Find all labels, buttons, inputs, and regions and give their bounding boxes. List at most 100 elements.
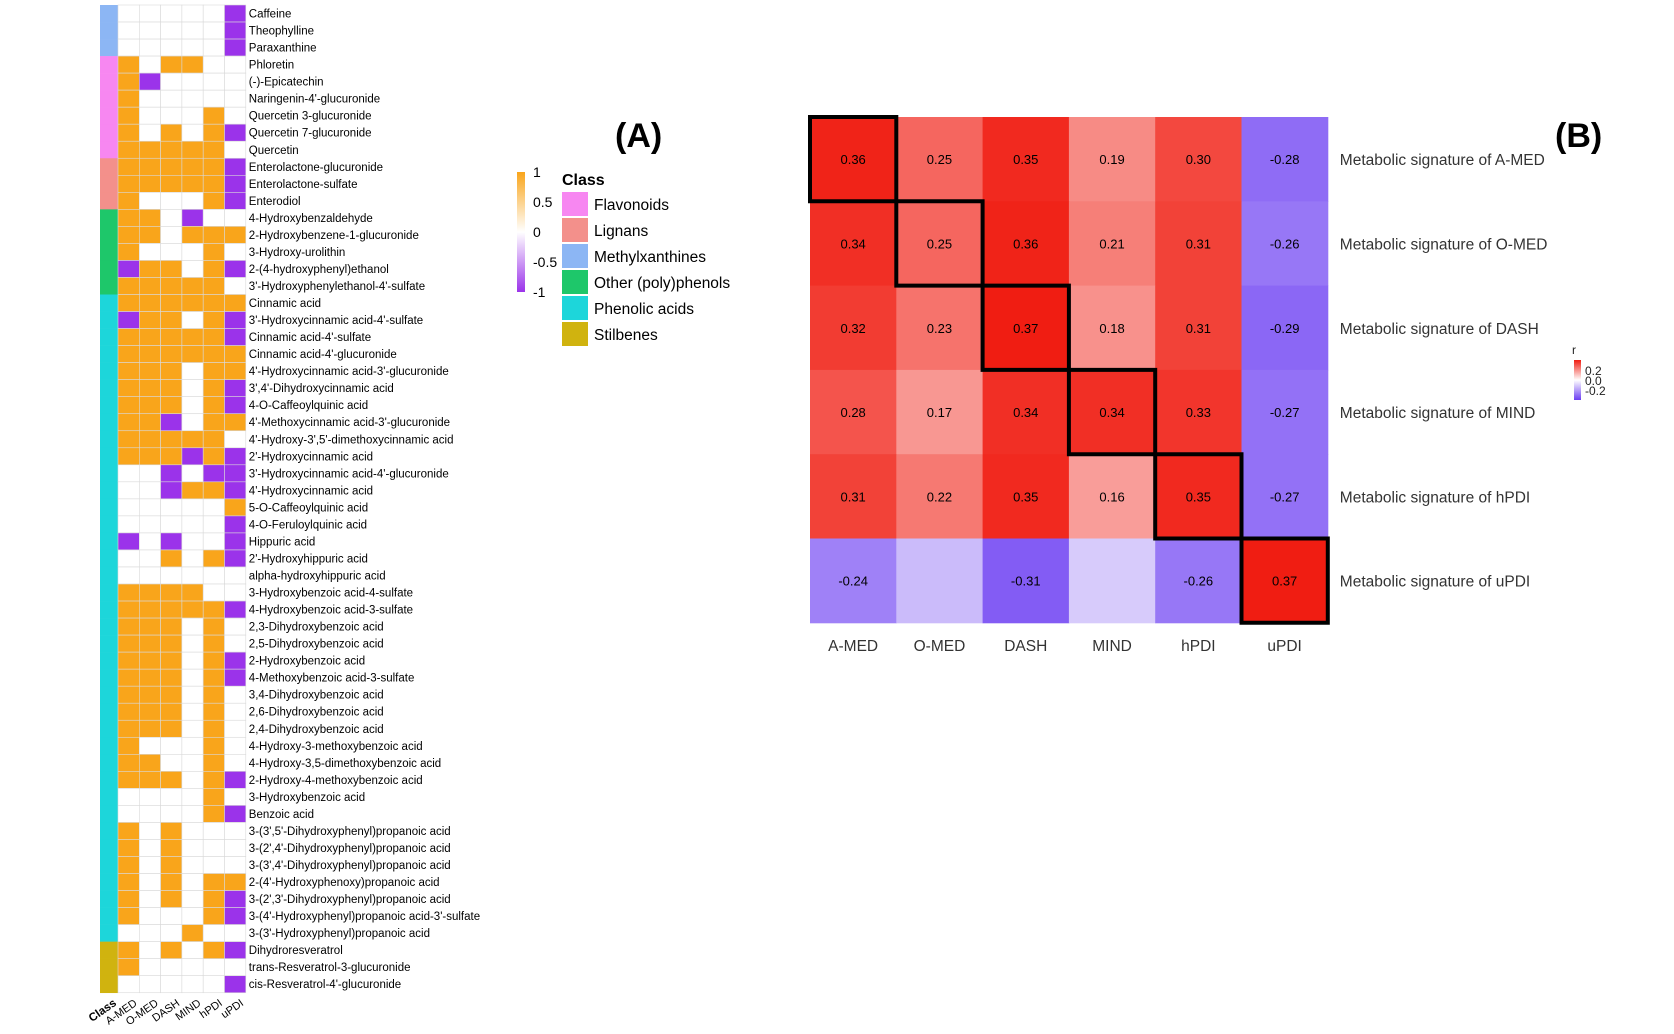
heatmap-a-cell (160, 38, 183, 57)
heatmap-b-cell (810, 117, 897, 202)
class-cell (100, 549, 118, 568)
heatmap-a-cell (181, 532, 204, 551)
heatmap-b-cell (1068, 454, 1156, 539)
heatmap-a-cell (202, 702, 225, 721)
heatmap-a-cell (160, 583, 183, 602)
heatmap-b-cell (1068, 285, 1156, 371)
heatmap-a-cell (139, 277, 161, 295)
class-cell (100, 856, 118, 874)
heatmap-b-value: -0.27 (1270, 405, 1300, 420)
metabolite-label: Benzoic acid (249, 809, 314, 821)
heatmap-a-cell (181, 958, 204, 977)
class-legend-swatch (562, 270, 588, 294)
class-cell (100, 754, 118, 772)
heatmap-a-cell (117, 481, 140, 500)
metabolite-label: 4'-Hydroxycinnamic acid (249, 485, 373, 497)
heatmap-a-cell (202, 685, 225, 704)
heatmap-a-cell (202, 311, 225, 329)
class-cell (100, 141, 118, 159)
heatmap-a-cell (202, 345, 225, 363)
heatmap-b-value: 0.19 (1099, 152, 1124, 167)
heatmap-a-cell (139, 123, 161, 142)
heatmap-a-cell (139, 498, 161, 517)
heatmap-a-cell (181, 21, 204, 40)
heatmap-a-cell (117, 413, 140, 432)
metabolite-label: Cinnamic acid-4'-sulfate (249, 332, 371, 344)
heatmap-b-cell (982, 117, 1070, 202)
heatmap-a-cell (202, 260, 225, 278)
heatmap-a-cell (160, 839, 183, 857)
class-cell (100, 430, 118, 449)
colorbar-b-tick: 0.2 (1585, 364, 1602, 378)
class-cell (100, 345, 118, 363)
heatmap-a-cell (202, 38, 225, 57)
heatmap-a-cell (202, 89, 225, 108)
class-cell (100, 686, 118, 704)
heatmap-a-cell (224, 634, 247, 653)
heatmap-b-value: -0.27 (1270, 489, 1300, 504)
metabolite-label: alpha-hydroxyhippuric acid (249, 571, 386, 583)
heatmap-b-cell (896, 369, 984, 455)
class-legend-swatch (562, 322, 588, 346)
heatmap-b-value: 0.31 (1186, 321, 1211, 336)
heatmap-a-cell (139, 771, 161, 789)
heatmap-a-cell (117, 4, 140, 23)
heatmap-a-cell (181, 72, 204, 91)
heatmap-a-cell (224, 243, 247, 261)
metabolite-label: Enterolactone-glucuronide (249, 162, 383, 174)
heatmap-b-value: 0.23 (927, 321, 952, 336)
class-cell (100, 924, 118, 942)
class-cell (100, 669, 118, 687)
heatmap-b-cell (1068, 538, 1156, 624)
heatmap-a-cell (224, 226, 247, 244)
heatmap-a-cell (181, 243, 204, 261)
heatmap-a-cell (224, 498, 247, 517)
heatmap-a-cell (181, 175, 204, 193)
heatmap-a-cell (224, 924, 247, 942)
heatmap-a-cell (139, 600, 161, 619)
heatmap-a-cell (181, 890, 204, 908)
heatmap-a-cell (202, 328, 225, 346)
signature-label: Metabolic signature of hPDI (1340, 489, 1530, 506)
heatmap-a-cell (117, 736, 140, 755)
metabolite-label: 2,4-Dihydroxybenzoic acid (249, 724, 384, 736)
heatmap-a-cell (224, 975, 247, 994)
heatmap-a-cell (117, 839, 140, 857)
heatmap-a-cell (160, 702, 183, 721)
heatmap-a-cell (139, 396, 161, 415)
class-cell (100, 90, 118, 108)
heatmap-a-cell (117, 958, 140, 977)
heatmap-a-cell (224, 515, 247, 534)
metabolite-label: 2-Hydroxy-4-methoxybenzoic acid (249, 775, 423, 787)
heatmap-b-value: 0.37 (1272, 574, 1297, 589)
heatmap-a-cell (224, 941, 247, 959)
metabolite-label: Hippuric acid (249, 536, 315, 548)
heatmap-a-cell (181, 771, 204, 789)
heatmap-a-cell (117, 583, 140, 602)
heatmap-a-cell (181, 549, 204, 568)
class-cell (100, 294, 118, 312)
metabolite-label: 2-Hydroxybenzoic acid (249, 656, 365, 668)
heatmap-a-cell (117, 634, 140, 653)
heatmap-a-cell (181, 447, 204, 466)
heatmap-a-cell (160, 328, 183, 346)
heatmap-a-cell (160, 430, 183, 449)
heatmap-a-cell (181, 226, 204, 244)
metabolite-label: 3'-Hydroxyphenylethanol-4'-sulfate (249, 281, 425, 293)
class-cell (100, 566, 118, 585)
heatmap-a-cell (181, 379, 204, 397)
class-legend-label: Lignans (594, 223, 649, 240)
heatmap-a-cell (224, 311, 247, 329)
metabolite-label: 3'-Hydroxycinnamic acid-4'-glucuronide (249, 468, 449, 480)
heatmap-b-cell (1155, 201, 1242, 287)
signature-label: Metabolic signature of O-MED (1340, 236, 1548, 253)
heatmap-b-value: 0.28 (840, 405, 865, 420)
panel-a-label: (A) (615, 117, 662, 155)
heatmap-a-cell (117, 702, 140, 721)
heatmap-a-cell (181, 856, 204, 874)
heatmap-a-cell (181, 396, 204, 415)
heatmap-a-cell (117, 396, 140, 415)
panel-b-heatmap: 0.36 0.25 0.35 0.19 0.30 -0.28 0.34 0.25 0.36 0.2… (808, 115, 1606, 655)
metabolite-label: Dihydroresveratrol (249, 945, 343, 957)
heatmap-a-cell (160, 532, 183, 551)
